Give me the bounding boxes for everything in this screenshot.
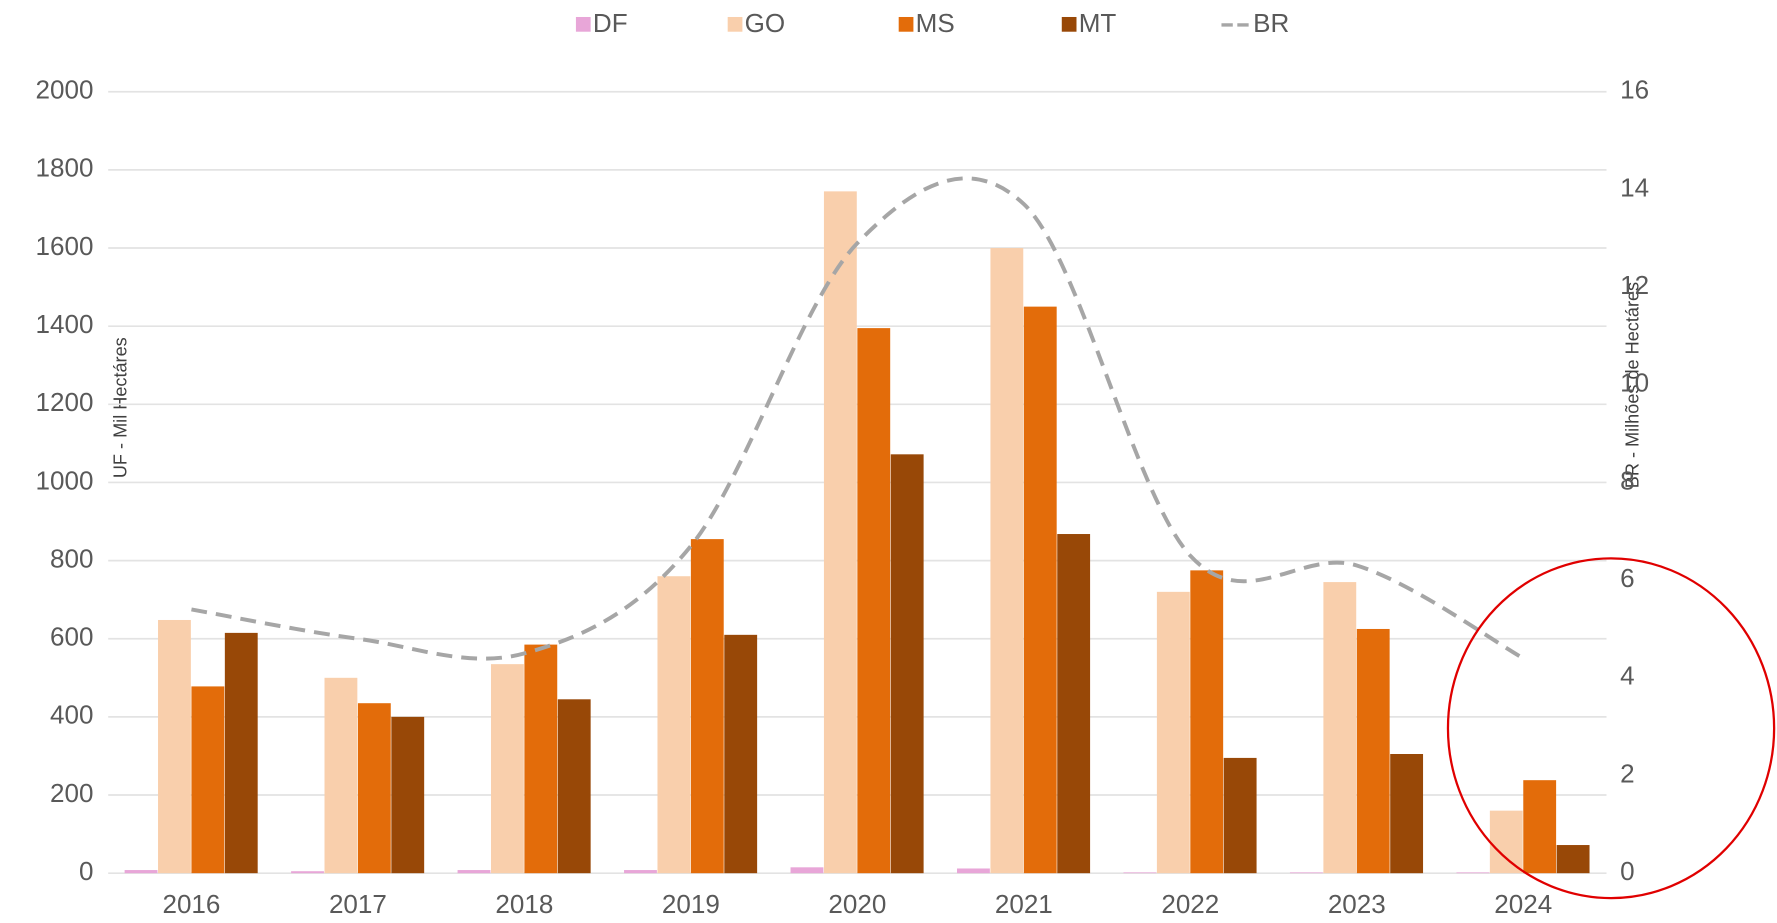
bar xyxy=(224,632,258,874)
y-tick-label: 600 xyxy=(50,622,93,652)
y2-tick-label: 2 xyxy=(1620,758,1634,788)
legend-label: MT xyxy=(1079,8,1117,38)
y2-axis-title: BR - Milhões de Hectáres xyxy=(1622,282,1642,488)
legend-swatch xyxy=(727,16,743,32)
bar xyxy=(191,686,225,874)
y-tick-label: 1000 xyxy=(36,465,94,495)
bar xyxy=(1123,872,1157,874)
bar xyxy=(1223,757,1257,874)
bar xyxy=(1057,534,1091,874)
legend-swatch xyxy=(1061,16,1077,32)
x-tick-label: 2024 xyxy=(1494,889,1552,919)
y-tick-label: 2000 xyxy=(36,75,94,105)
y-tick-label: 0 xyxy=(79,856,93,886)
y-tick-label: 400 xyxy=(50,700,93,730)
x-tick-label: 2018 xyxy=(495,889,553,919)
x-tick-label: 2021 xyxy=(995,889,1053,919)
bar xyxy=(624,870,657,874)
bar xyxy=(524,644,558,874)
legend-label: MS xyxy=(916,8,955,38)
bar xyxy=(557,699,591,874)
bar xyxy=(457,870,491,874)
legend-label: BR xyxy=(1253,8,1289,38)
bar xyxy=(1556,845,1590,874)
legend-swatch xyxy=(898,16,914,32)
bar xyxy=(957,868,990,874)
bar xyxy=(823,191,857,874)
bar xyxy=(690,539,724,874)
bar xyxy=(1356,628,1390,874)
bar xyxy=(490,664,524,874)
y-tick-label: 800 xyxy=(50,543,93,573)
y-axis-title: UF - Mil Hectáres xyxy=(111,337,131,478)
bar xyxy=(1323,582,1357,874)
legend-swatch xyxy=(575,16,591,32)
x-tick-label: 2023 xyxy=(1328,889,1386,919)
y2-tick-label: 4 xyxy=(1620,661,1634,691)
legend-label: GO xyxy=(745,8,786,38)
bar xyxy=(124,870,158,874)
x-tick-label: 2020 xyxy=(828,889,886,919)
bar xyxy=(1289,872,1323,874)
y2-tick-label: 14 xyxy=(1620,172,1649,202)
highlight-circle xyxy=(1446,557,1776,900)
x-tick-label: 2019 xyxy=(662,889,720,919)
bar xyxy=(391,716,425,874)
bar xyxy=(1456,872,1490,874)
y-tick-label: 1400 xyxy=(36,309,94,339)
bar xyxy=(1523,780,1557,874)
x-tick-label: 2016 xyxy=(162,889,220,919)
y-tick-label: 200 xyxy=(50,778,93,808)
y-tick-label: 1600 xyxy=(36,231,94,261)
x-tick-label: 2022 xyxy=(1161,889,1219,919)
y2-tick-label: 16 xyxy=(1620,75,1649,105)
bar xyxy=(857,328,891,874)
bar xyxy=(724,634,758,874)
y-tick-label: 1200 xyxy=(36,387,94,417)
y2-tick-label: 8 xyxy=(1620,465,1634,495)
y2-tick-label: 10 xyxy=(1620,368,1649,398)
bar xyxy=(790,867,824,874)
legend-label: DF xyxy=(593,8,628,38)
bar xyxy=(291,871,324,874)
line xyxy=(191,176,1525,661)
bar xyxy=(1190,570,1224,874)
bar xyxy=(990,248,1024,874)
bar xyxy=(357,703,391,874)
bar xyxy=(324,677,358,874)
bar xyxy=(1489,810,1523,874)
y2-tick-label: 12 xyxy=(1620,270,1649,300)
y-tick-label: 1800 xyxy=(36,153,94,183)
bar xyxy=(890,454,924,874)
bar xyxy=(1390,754,1424,874)
bar xyxy=(158,619,191,874)
bar xyxy=(1023,306,1057,874)
y2-tick-label: 0 xyxy=(1620,856,1634,886)
bar xyxy=(1156,591,1190,874)
bar xyxy=(657,576,691,874)
x-tick-label: 2017 xyxy=(329,889,387,919)
y2-tick-label: 6 xyxy=(1620,563,1634,593)
